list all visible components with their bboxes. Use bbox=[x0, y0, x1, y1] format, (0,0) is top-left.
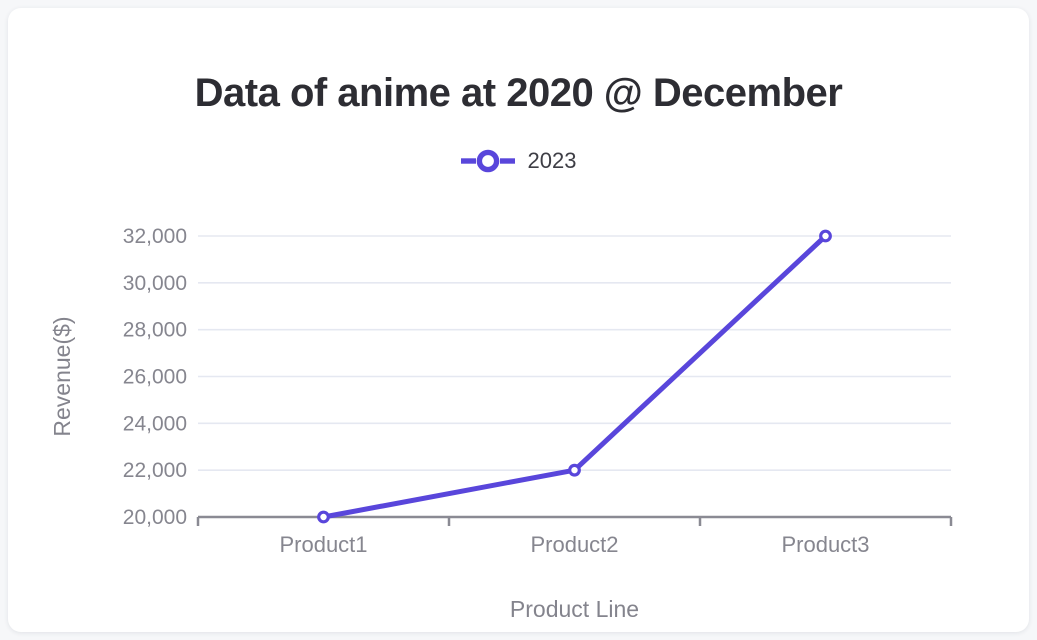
data-point-marker[interactable] bbox=[568, 463, 581, 477]
y-tick-label: 22,000 bbox=[123, 459, 187, 482]
legend-item-label: 2023 bbox=[527, 148, 577, 173]
chart-title: Data of anime at 2020 @ December bbox=[194, 70, 843, 115]
chart-card: Data of anime at 2020 @ December 2023 20… bbox=[8, 8, 1029, 632]
data-point-marker[interactable] bbox=[819, 229, 832, 243]
legend-item-2023[interactable]: 2023 bbox=[460, 146, 577, 176]
x-tick-label: Product1 bbox=[279, 532, 367, 557]
y-tick-label: 20,000 bbox=[123, 506, 187, 529]
legend: 2023 bbox=[8, 145, 1029, 177]
y-axis-title: Revenue($) bbox=[49, 316, 75, 436]
line-chart-plot: 20,000 22,000 24,000 26,000 28,000 30,000 32,0… bbox=[49, 225, 953, 622]
x-axis-title: Product Line bbox=[510, 596, 639, 622]
data-point-marker[interactable] bbox=[317, 510, 330, 524]
y-tick-label: 26,000 bbox=[123, 366, 187, 389]
y-tick-label: 32,000 bbox=[123, 225, 187, 248]
y-tick-label: 28,000 bbox=[123, 319, 187, 342]
legend-marker-circle bbox=[476, 149, 499, 173]
x-tick-label: Product2 bbox=[530, 532, 618, 557]
legend-marker-icon bbox=[460, 149, 515, 173]
x-tick-label: Product3 bbox=[781, 532, 869, 557]
y-tick-label: 30,000 bbox=[123, 272, 187, 295]
y-tick-label: 24,000 bbox=[123, 412, 187, 435]
